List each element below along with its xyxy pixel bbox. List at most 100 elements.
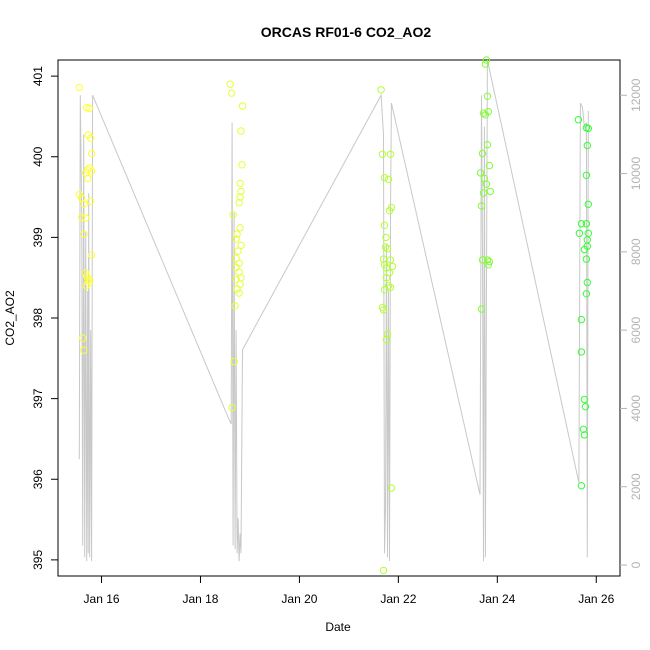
x-tick-label: Jan 20 — [281, 592, 317, 606]
data-point — [379, 255, 388, 263]
data-point — [237, 187, 245, 196]
data-point — [227, 89, 236, 97]
data-point — [482, 180, 491, 188]
data-point — [581, 403, 590, 411]
data-point — [577, 348, 586, 356]
data-point — [582, 220, 591, 228]
data-point — [80, 200, 88, 209]
x-tick-label: Jan 18 — [182, 592, 218, 606]
data-point — [582, 290, 591, 298]
data-point — [387, 484, 396, 492]
data-point — [483, 92, 492, 101]
data-point — [229, 211, 237, 219]
x-tick-label: Jan 24 — [479, 592, 515, 606]
y-tick-label: 396 — [31, 469, 45, 489]
data-point — [78, 194, 86, 202]
data-point — [484, 107, 493, 116]
data-point — [483, 141, 492, 149]
data-point — [382, 233, 390, 242]
y-axis-label: CO2_AO2 — [3, 290, 17, 346]
x-tick-label: Jan 16 — [84, 592, 120, 606]
data-point — [579, 425, 588, 433]
x-tick-label: Jan 22 — [380, 592, 416, 606]
plot-frame — [57, 59, 621, 577]
data-point — [378, 150, 387, 159]
data-point — [486, 187, 495, 196]
data-point — [479, 109, 488, 117]
secondary-y-axis: 0 2000 4000 6000 8000 10000 12000 — [620, 78, 643, 568]
data-point — [481, 60, 490, 68]
data-point — [80, 230, 88, 238]
data-point — [582, 171, 591, 180]
data-point — [83, 272, 91, 280]
y2-tick-label: 6000 — [629, 316, 643, 343]
data-point — [483, 256, 492, 264]
data-point — [87, 149, 96, 158]
data-point — [584, 200, 592, 209]
data-point — [233, 230, 241, 238]
data-point — [482, 56, 491, 64]
data-point — [580, 245, 589, 254]
data-point — [234, 247, 242, 255]
y-tick-label: 400 — [31, 146, 45, 166]
y-tick-label: 401 — [31, 66, 45, 86]
data-point — [78, 213, 86, 221]
y2-tick-label: 12000 — [629, 78, 643, 112]
y2-tick-label: 8000 — [629, 238, 643, 265]
data-point — [384, 282, 393, 290]
data-point — [379, 566, 388, 575]
data-point — [82, 269, 90, 277]
altitude-line — [78, 59, 589, 562]
data-point — [238, 102, 247, 110]
data-point — [583, 141, 591, 150]
data-point — [236, 224, 244, 232]
data-point — [382, 274, 391, 282]
data-point — [583, 236, 591, 244]
chart-title: ORCAS RF01-6 CO2_AO2 — [261, 24, 432, 40]
y2-tick-label: 2000 — [629, 473, 643, 500]
y2-tick-label: 4000 — [629, 395, 643, 422]
data-points-layer — [75, 56, 592, 575]
data-point — [379, 306, 388, 314]
y-axis: 395 396 397 398 399 400 401 — [31, 66, 58, 570]
data-point — [237, 241, 245, 250]
data-point — [82, 282, 90, 290]
y-tick-label: 395 — [31, 550, 45, 570]
data-point — [484, 261, 493, 269]
data-point — [380, 221, 389, 230]
data-point — [382, 336, 391, 344]
x-axis: Jan 16 Jan 18 Jan 20 Jan 22 Jan 24 Jan 26 — [84, 576, 615, 606]
data-point — [228, 403, 236, 412]
data-point — [87, 134, 95, 142]
data-point — [582, 255, 591, 263]
y-tick-label: 399 — [31, 227, 45, 247]
y2-tick-label: 10000 — [629, 157, 643, 191]
data-point — [232, 275, 240, 283]
data-point — [237, 127, 245, 135]
y2-tick-label: 0 — [629, 561, 643, 568]
data-point — [87, 197, 95, 205]
data-point — [231, 302, 239, 310]
data-point — [583, 278, 591, 287]
data-point — [485, 161, 494, 170]
data-point — [580, 431, 589, 439]
data-point — [75, 83, 84, 92]
data-point — [230, 357, 238, 366]
data-point — [85, 279, 93, 287]
data-point — [87, 251, 96, 259]
data-point — [235, 289, 243, 297]
data-point — [380, 174, 389, 182]
data-point — [477, 305, 486, 313]
data-point — [479, 189, 488, 197]
y-tick-label: 398 — [31, 308, 45, 328]
x-axis-label: Date — [325, 620, 351, 634]
data-point — [383, 245, 392, 253]
data-point — [478, 256, 487, 264]
data-point — [80, 346, 88, 354]
altitude-line-layer — [78, 59, 589, 562]
data-point — [82, 214, 90, 222]
data-point — [575, 229, 584, 238]
data-point — [577, 220, 586, 228]
